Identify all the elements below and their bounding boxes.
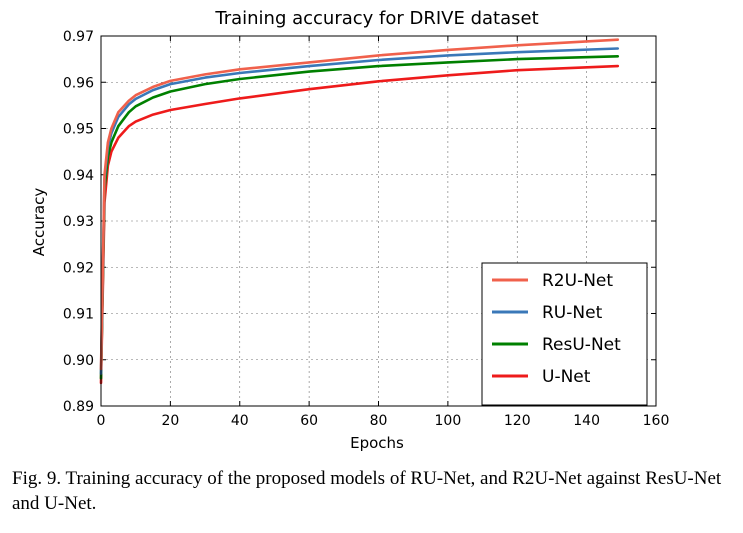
series-line-r2u-net bbox=[99, 38, 620, 371]
x-tick-label: 20 bbox=[161, 413, 179, 429]
series-line-u-net bbox=[99, 64, 620, 385]
y-axis-label: Accuracy bbox=[30, 188, 48, 257]
legend-label: U-Net bbox=[542, 367, 591, 387]
y-tick-label: 0.89 bbox=[63, 399, 94, 415]
legend: R2U-Net RU-Net ResU-Net U-Net bbox=[481, 262, 648, 406]
legend-label: R2U-Net bbox=[542, 271, 613, 291]
y-tick-label: 0.92 bbox=[63, 260, 94, 276]
y-tick-label: 0.96 bbox=[63, 75, 94, 91]
y-tick-label: 0.97 bbox=[63, 29, 94, 45]
x-axis-label: Epochs bbox=[350, 434, 404, 452]
y-tick-label: 0.91 bbox=[63, 307, 94, 323]
x-tick-label: 40 bbox=[231, 413, 249, 429]
series-lines bbox=[99, 38, 620, 385]
chart-figure: Training accuracy for DRIVE dataset Accu… bbox=[30, 8, 670, 452]
chart-title: Training accuracy for DRIVE dataset bbox=[214, 8, 538, 29]
plot-frame bbox=[100, 35, 657, 407]
legend-box bbox=[481, 262, 648, 406]
y-tick-label: 0.95 bbox=[63, 122, 94, 138]
x-tick-label: 140 bbox=[573, 413, 600, 429]
y-tick-label: 0.90 bbox=[63, 353, 94, 369]
y-tick-label: 0.94 bbox=[63, 168, 94, 184]
line-chart: Training accuracy for DRIVE dataset Accu… bbox=[30, 8, 670, 452]
x-tick-label: 120 bbox=[504, 413, 531, 429]
x-tick-label: 80 bbox=[370, 413, 388, 429]
axis-ticks: 0 20 40 60 80 100 120 140 160 0.89 0.90 0.91 0.92 0.9… bbox=[63, 29, 670, 429]
legend-label: RU-Net bbox=[542, 303, 603, 323]
figure-caption: Fig. 9. Training accuracy of the propose… bbox=[12, 468, 722, 514]
y-tick-label: 0.93 bbox=[63, 214, 94, 230]
x-tick-label: 100 bbox=[435, 413, 462, 429]
x-tick-label: 60 bbox=[300, 413, 318, 429]
x-tick-label: 0 bbox=[97, 413, 106, 429]
legend-label: ResU-Net bbox=[542, 335, 621, 355]
series-line-resu-net bbox=[99, 55, 620, 380]
x-tick-label: 160 bbox=[643, 413, 670, 429]
